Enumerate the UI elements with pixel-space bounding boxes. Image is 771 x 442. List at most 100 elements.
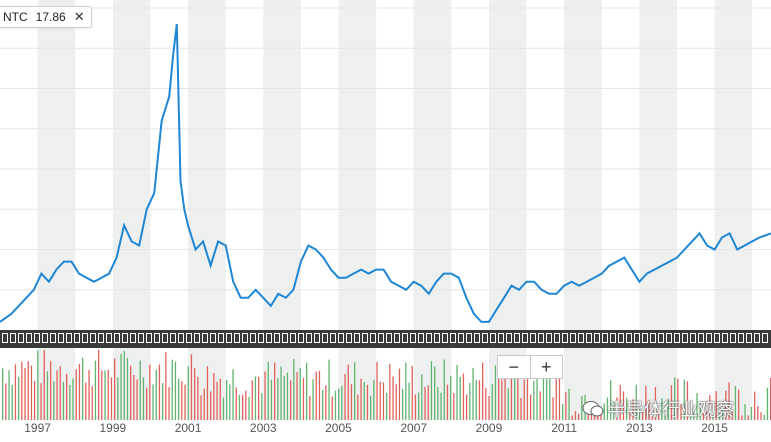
wechat-icon [582,401,604,417]
volume-bar [331,396,333,420]
volume-bar [504,378,506,420]
volume-bar [395,384,397,420]
navigator-cell [754,333,760,343]
x-tick-label: 2009 [476,421,503,435]
navigator-cell [378,333,384,343]
navigator-cell [442,333,448,343]
navigator-cell [298,333,304,343]
watermark: 半导体行业观察 [582,396,734,422]
volume-bar [533,380,535,420]
volume-bar [341,385,343,420]
volume-bar [235,387,237,420]
volume-bar [424,386,426,420]
volume-bar [328,359,330,420]
volume-bar [5,383,7,420]
volume-bar [734,386,737,420]
date-navigator-strip[interactable] [0,330,771,348]
volume-bar [110,377,113,420]
volume-bar [443,359,445,420]
volume-bar [715,391,717,420]
volume-bar [549,375,551,420]
navigator-cell [234,333,240,343]
volume-bar [40,383,42,420]
volume-bar [683,379,685,420]
volume-bar [270,379,273,420]
volume-bar [603,403,605,420]
volume-bar [555,373,557,420]
volume-bar [501,379,503,420]
navigator-cell [610,333,616,343]
navigator-cell [730,333,736,343]
volume-bar [408,382,410,420]
volume-bar [277,378,279,420]
volume-bar [520,397,522,420]
navigator-cell [58,333,64,343]
navigator-cell [466,333,472,343]
x-tick-label: 2003 [250,421,277,435]
volume-bar [27,361,29,420]
volume-bar [194,368,196,420]
navigator-cell [218,333,224,343]
volume-bar [686,381,689,420]
volume-bar [514,374,516,420]
navigator-cells [2,333,768,345]
navigator-cell [98,333,104,343]
volume-bar [475,380,477,420]
navigator-cell [370,333,376,343]
zoom-in-button[interactable]: + [529,356,563,378]
volume-bar [152,384,154,420]
navigator-cell [90,333,96,343]
volume-bar [616,397,618,420]
volume-bar [174,361,177,420]
navigator-cell [210,333,216,343]
volume-bar [66,373,68,420]
volume-bar [344,374,346,420]
volume-bar [203,388,205,420]
volume-bar [142,377,145,420]
volume-bar [632,399,634,420]
close-icon[interactable]: ✕ [73,9,85,24]
volume-bar [718,406,721,420]
volume-bar [299,367,301,420]
volume-bar [136,379,138,420]
volume-bar [539,391,541,420]
volume-bar [386,392,388,420]
volume-bar [88,369,90,420]
navigator-cell [362,333,368,343]
navigator-cell [746,333,752,343]
volume-bar [523,379,525,420]
volume-bar [366,384,369,420]
volume-bar [510,375,513,420]
navigator-cell [74,333,80,343]
volume-bar [590,412,593,420]
year-band [263,0,301,420]
volume-bar [478,380,481,420]
navigator-cell [594,333,600,343]
x-tick-label: 2001 [175,421,202,435]
volume-bar [760,412,762,420]
navigator-cell [650,333,656,343]
volume-bar [485,388,487,420]
volume-bar [517,378,519,420]
volume-bar [370,395,372,420]
volume-bar [162,382,164,420]
navigator-cell [322,333,328,343]
volume-bar [750,406,753,420]
navigator-cell [170,333,176,343]
navigator-cell [186,333,192,343]
volume-bar [562,404,564,420]
volume-bar [184,384,186,420]
navigator-cell [602,333,608,343]
volume-bar [187,366,189,420]
volume-bar [120,353,122,420]
navigator-cell [290,333,296,343]
volume-bar [680,403,682,420]
volume-bar [462,373,465,420]
volume-bar [389,363,391,420]
volume-bar [101,370,103,420]
zoom-out-button[interactable]: − [508,356,519,377]
volume-bar [254,376,257,420]
volume-bar [702,412,705,420]
volume-bar [117,377,119,420]
year-band [714,0,753,420]
